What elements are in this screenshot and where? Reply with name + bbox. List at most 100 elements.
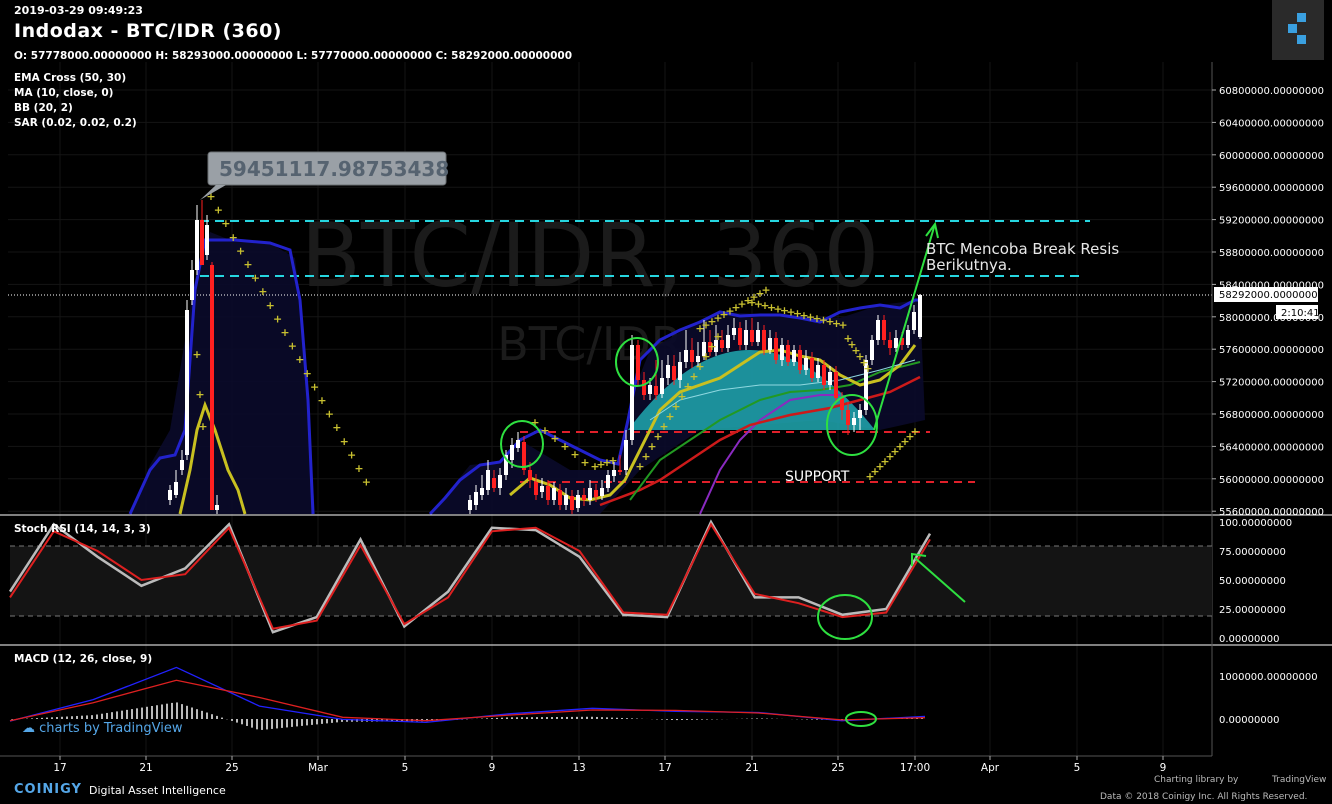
candle-body: [912, 312, 916, 330]
candle-body: [786, 345, 790, 362]
candle-body: [918, 295, 922, 337]
candle-body: [600, 488, 604, 496]
candle-body: [522, 442, 526, 470]
candle-body: [168, 490, 172, 500]
sar-dot: +: [354, 462, 363, 475]
sar-dot: +: [258, 285, 267, 298]
tradingview-badge[interactable]: ☁ charts by TradingView: [22, 721, 182, 736]
sar-dot: +: [214, 204, 223, 217]
candle-body: [642, 380, 646, 395]
price-tick-label: 60000000.00000000: [1219, 151, 1324, 162]
charting-library-credit: Charting library by: [1154, 775, 1239, 785]
sar-dot: +: [317, 394, 326, 407]
annotation-break-line2: Berikutnya.: [926, 256, 1012, 274]
sar-dot: +: [880, 455, 889, 468]
sar-dot: +: [236, 244, 245, 257]
candle-body: [864, 360, 868, 410]
sar-dot: +: [192, 348, 201, 361]
candle-body: [480, 488, 484, 495]
indicator-ma-label[interactable]: MA (10, close, 0): [14, 87, 114, 99]
sar-dot: +: [780, 304, 789, 317]
stoch-arrowhead: [911, 552, 927, 566]
candle-body: [738, 328, 742, 345]
sar-dot: +: [659, 420, 668, 433]
sar-dot: +: [838, 318, 847, 331]
candle-body: [840, 398, 844, 410]
indicator-bb-label[interactable]: BB (20, 2): [14, 102, 73, 114]
sar-dot: +: [596, 458, 605, 471]
price-tick-label: 59600000.00000000: [1219, 183, 1324, 194]
candle-body: [205, 225, 209, 255]
time-tick-label: Mar: [308, 762, 328, 774]
sar-dot: +: [793, 307, 802, 320]
brand-name[interactable]: COINIGY: [14, 782, 82, 797]
candle-body: [702, 342, 706, 356]
price-tick-label: 58400000.00000000: [1219, 280, 1324, 291]
sar-dot: +: [799, 309, 808, 322]
candle-body: [200, 220, 204, 265]
sar-dot: +: [303, 367, 312, 380]
sar-dot: +: [590, 460, 599, 473]
candle-body: [492, 478, 496, 488]
indicator-sar-label[interactable]: SAR (0.02, 0.02, 0.2): [14, 117, 137, 129]
sar-dot: +: [865, 470, 874, 483]
annotation-break-line1: BTC Mencoba Break Resis: [926, 240, 1119, 258]
indicator-stoch-label[interactable]: Stoch RSI (14, 14, 3, 3): [14, 523, 151, 535]
candle-body: [792, 350, 796, 362]
candle-body: [876, 320, 880, 340]
candles: [168, 200, 922, 514]
sar-dot: +: [340, 435, 349, 448]
sar-dot: +: [885, 450, 894, 463]
tradingview-credit[interactable]: TradingView: [1272, 775, 1327, 785]
candle-body: [744, 330, 748, 345]
indicator-ema-label[interactable]: EMA Cross (50, 30): [14, 72, 127, 84]
sar-dot: +: [206, 190, 215, 203]
sar-dot: +: [280, 326, 289, 339]
candle-body: [546, 486, 550, 500]
sar-dot: +: [641, 450, 650, 463]
sar-dot: +: [695, 322, 704, 335]
candle-body: [582, 495, 586, 500]
sar-dot: +: [737, 298, 746, 311]
candle-body: [762, 330, 766, 350]
candle-body: [804, 358, 808, 370]
sar-dot: +: [749, 291, 758, 304]
candle-body: [564, 495, 568, 505]
candle-body: [624, 440, 628, 470]
sar-dot: +: [701, 319, 710, 332]
indicator-macd-label[interactable]: MACD (12, 26, close, 9): [14, 653, 153, 665]
sar-dot: +: [310, 380, 319, 393]
candle-body: [810, 358, 814, 378]
sar-dot: +: [747, 296, 756, 309]
timestamp: 2019-03-29 09:49:23: [14, 4, 143, 17]
price-tick-label: 59200000.00000000: [1219, 216, 1324, 227]
sar-dot: +: [851, 344, 860, 357]
bb-lower-line: [699, 394, 840, 515]
candle-body: [732, 328, 736, 335]
price-tick-label: 57600000.00000000: [1219, 345, 1324, 356]
price-tick-label: 55600000.00000000: [1219, 507, 1324, 518]
macd-tick-label: 0.00000000: [1219, 715, 1279, 726]
copyright: Data © 2018 Coinigy Inc. All Rights Rese…: [1100, 792, 1308, 802]
sar-dot: +: [701, 350, 710, 363]
chart-title: Indodax - BTC/IDR (360): [14, 20, 282, 42]
sar-dot: +: [695, 360, 704, 373]
sar-dot: +: [580, 456, 589, 469]
sar-dot: +: [786, 306, 795, 319]
candle-body: [714, 340, 718, 352]
sar-dot: +: [229, 231, 238, 244]
sar-dot: +: [550, 432, 559, 445]
sar-dot: +: [288, 340, 297, 353]
sar-dot: +: [602, 456, 611, 469]
ohlc-readout: O: 57778000.00000000 H: 58293000.0000000…: [14, 50, 573, 62]
sar-dot: +: [560, 440, 569, 453]
time-tick-label: 21: [139, 762, 152, 774]
sar-dot: +: [875, 460, 884, 473]
sar-dot: +: [855, 350, 864, 363]
time-tick-label: 25: [831, 762, 844, 774]
price-tick-label: 60800000.00000000: [1219, 86, 1324, 97]
time-tick-label: 21: [745, 762, 758, 774]
candle-body: [798, 350, 802, 370]
coinigy-logo[interactable]: [1272, 0, 1324, 60]
